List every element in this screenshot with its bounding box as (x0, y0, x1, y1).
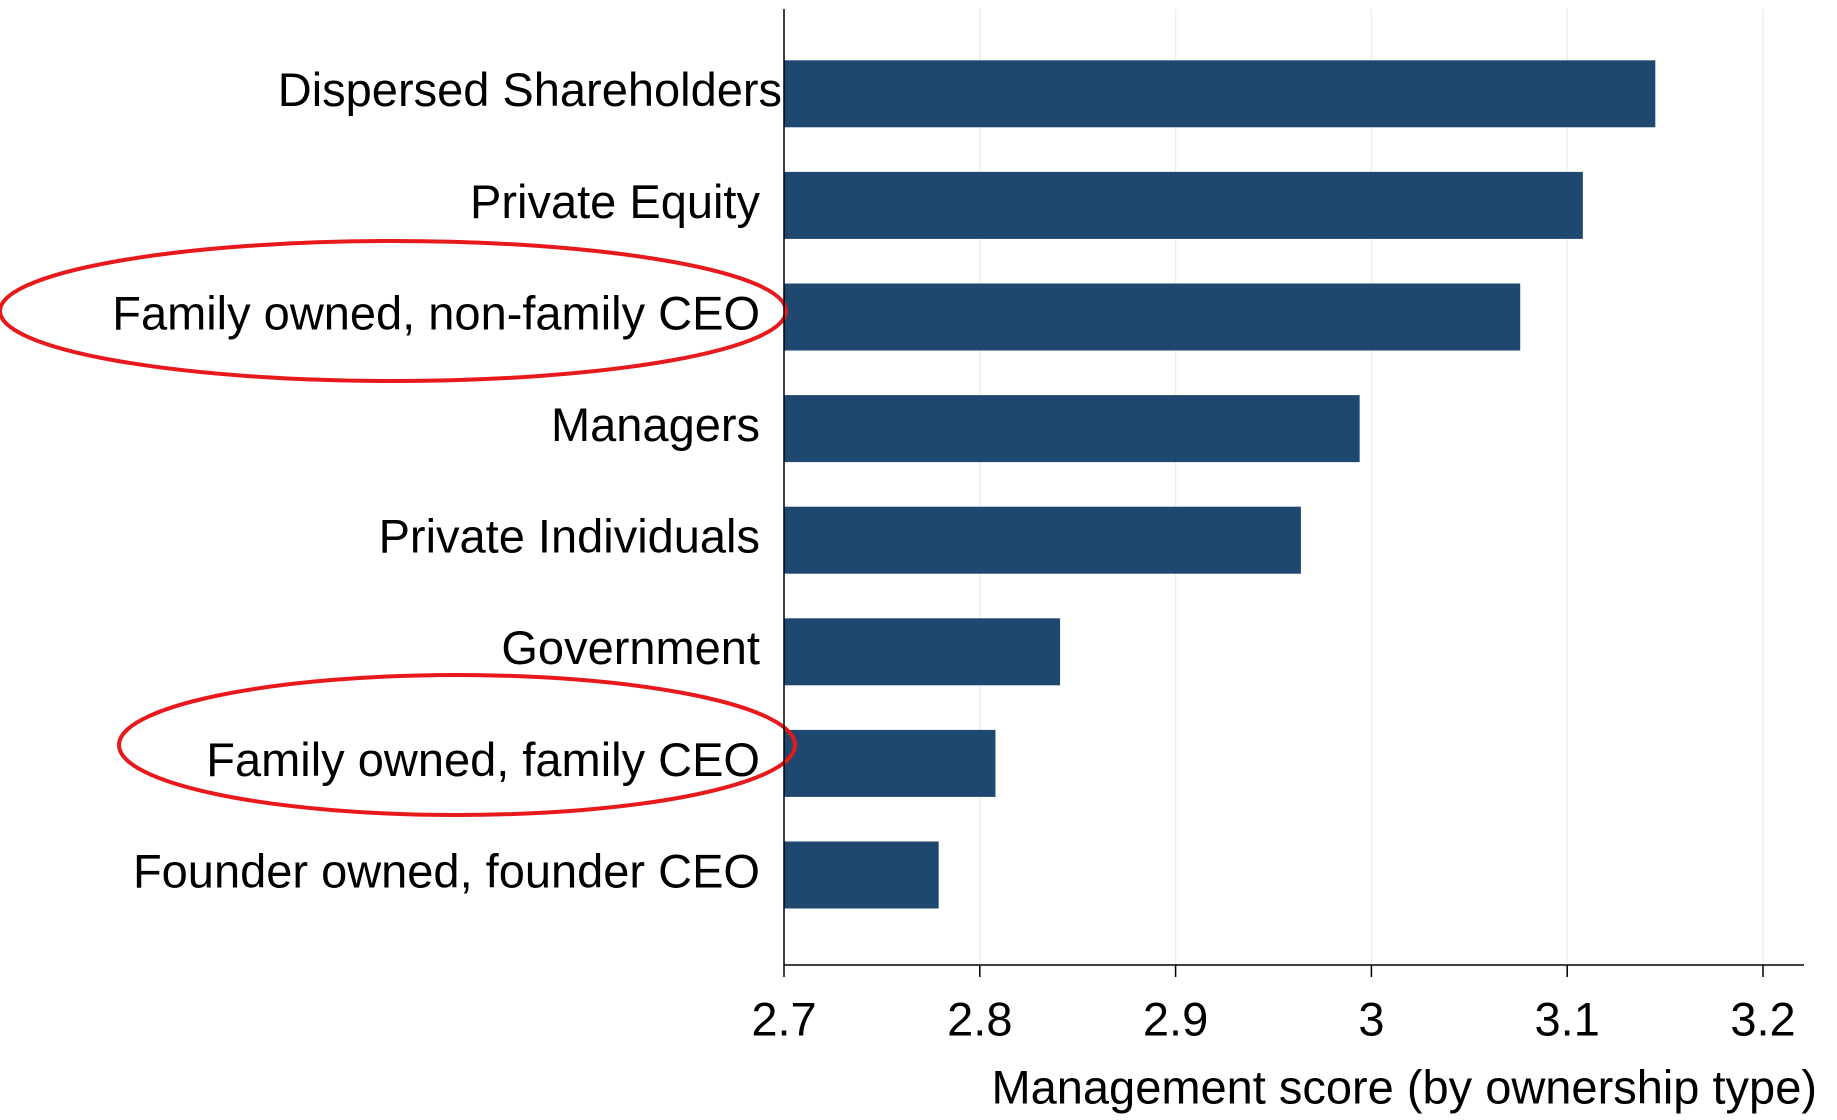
y-tick-label: Family owned, family CEO (206, 733, 760, 786)
x-tick-label: 3.1 (1535, 992, 1600, 1045)
bar (784, 841, 939, 909)
bar (784, 171, 1583, 239)
y-tick-label: Government (501, 621, 760, 674)
highlight-ellipse (117, 673, 797, 817)
bar (784, 506, 1301, 574)
x-tick-label: 2.7 (751, 992, 816, 1045)
y-tick-label: Managers (551, 398, 760, 451)
bar (784, 618, 1061, 686)
x-axis-title: Management score (by ownership type) (991, 1060, 1817, 1113)
bar (784, 60, 1656, 128)
x-tick-label: 3.2 (1730, 992, 1795, 1045)
bar (784, 395, 1360, 463)
bar (784, 283, 1521, 351)
x-tick-label: 2.9 (1143, 992, 1208, 1045)
y-tick-label: Private Individuals (379, 510, 760, 563)
y-tick-label: Founder owned, founder CEO (133, 844, 760, 897)
y-tick-label: Private Equity (470, 175, 760, 228)
x-tick-label: 3 (1358, 992, 1384, 1045)
bar (784, 729, 996, 797)
highlight-ellipse (0, 239, 788, 383)
y-tick-label: Family owned, non-family CEO (112, 286, 760, 339)
x-tick-label: 2.8 (947, 992, 1012, 1045)
y-tick-label: Dispersed Shareholders (278, 63, 782, 116)
